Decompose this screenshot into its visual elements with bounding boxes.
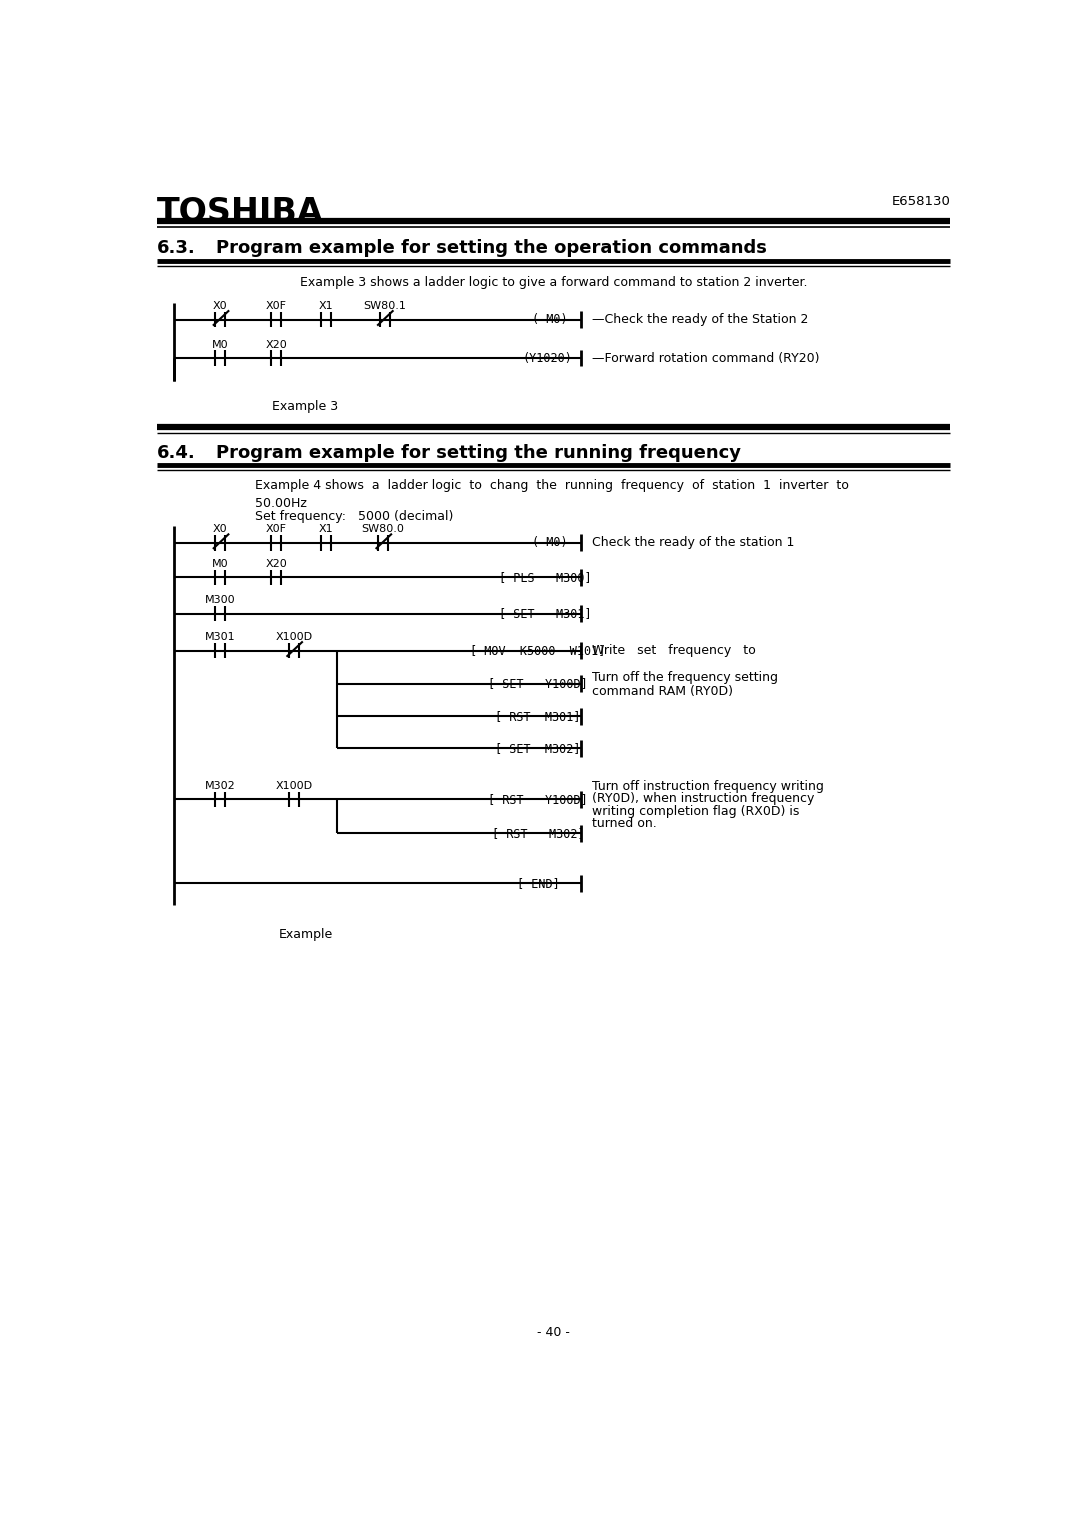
Text: (RY0D), when instruction frequency: (RY0D), when instruction frequency	[592, 793, 814, 805]
Text: X1: X1	[319, 301, 334, 312]
Text: Turn off instruction frequency writing: Turn off instruction frequency writing	[592, 780, 824, 793]
Text: M0: M0	[212, 559, 229, 570]
Text: Example: Example	[279, 928, 333, 941]
Text: SW80.1: SW80.1	[363, 301, 406, 312]
Text: Example 4 shows  a  ladder logic  to  chang  the  running  frequency  of  statio: Example 4 shows a ladder logic to chang …	[255, 479, 849, 492]
Text: [ PLS   M300]: [ PLS M300]	[499, 571, 592, 583]
Text: X20: X20	[266, 339, 287, 350]
Text: [ MOV  K5000  W101]: [ MOV K5000 W101]	[470, 644, 606, 657]
Text: X1: X1	[319, 524, 334, 534]
Text: (Y1020): (Y1020)	[523, 351, 572, 365]
Text: Program example for setting the running frequency: Program example for setting the running …	[216, 443, 741, 461]
Text: ( M0): ( M0)	[531, 536, 567, 550]
Text: X100D: X100D	[275, 780, 312, 791]
Text: [ RST  M301]: [ RST M301]	[496, 710, 581, 722]
Text: 6.3.: 6.3.	[157, 238, 195, 257]
Text: E658130: E658130	[891, 195, 950, 208]
Text: [ SET   Y100D]: [ SET Y100D]	[488, 678, 588, 690]
Text: ( M0): ( M0)	[531, 313, 567, 327]
Text: [ SET   M301]: [ SET M301]	[499, 608, 592, 620]
Text: TOSHIBA: TOSHIBA	[157, 197, 323, 229]
Text: Program example for setting the operation commands: Program example for setting the operatio…	[216, 238, 767, 257]
Text: X100D: X100D	[275, 632, 312, 643]
Text: —Check the ready of the Station 2: —Check the ready of the Station 2	[592, 313, 809, 327]
Text: writing completion flag (RX0D) is: writing completion flag (RX0D) is	[592, 805, 799, 818]
Text: 50.00Hz: 50.00Hz	[255, 496, 307, 510]
Text: M0: M0	[212, 339, 229, 350]
Text: M301: M301	[205, 632, 235, 643]
Text: M302: M302	[205, 780, 235, 791]
Text: [ RST   Y100D]: [ RST Y100D]	[488, 793, 588, 806]
Text: - 40 -: - 40 -	[537, 1325, 570, 1339]
Text: X0F: X0F	[266, 301, 286, 312]
Text: X0: X0	[213, 301, 228, 312]
Text: M300: M300	[205, 596, 235, 605]
Text: X0: X0	[213, 524, 228, 534]
Text: command RAM (RY0D): command RAM (RY0D)	[592, 686, 733, 698]
Text: Example 3: Example 3	[272, 400, 338, 414]
Text: Check the ready of the station 1: Check the ready of the station 1	[592, 536, 795, 550]
Text: Set frequency:   5000 (decimal): Set frequency: 5000 (decimal)	[255, 510, 454, 522]
Text: X20: X20	[266, 559, 287, 570]
Text: Turn off the frequency setting: Turn off the frequency setting	[592, 670, 779, 684]
Text: [ RST   M302]: [ RST M302]	[491, 826, 584, 840]
Text: turned on.: turned on.	[592, 817, 657, 831]
Text: —Forward rotation command (RY20): —Forward rotation command (RY20)	[592, 351, 820, 365]
Text: X0F: X0F	[266, 524, 286, 534]
Text: Example 3 shows a ladder logic to give a forward command to station 2 inverter.: Example 3 shows a ladder logic to give a…	[300, 276, 807, 289]
Text: [ END]: [ END]	[516, 876, 559, 890]
Text: Write   set   frequency   to: Write set frequency to	[592, 644, 756, 657]
Text: 6.4.: 6.4.	[157, 443, 195, 461]
Text: SW80.0: SW80.0	[362, 524, 404, 534]
Text: [ SET  M302]: [ SET M302]	[496, 742, 581, 754]
